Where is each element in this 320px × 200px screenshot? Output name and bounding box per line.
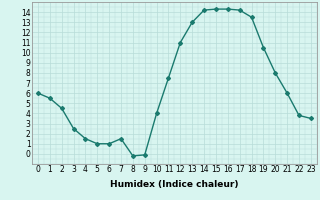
X-axis label: Humidex (Indice chaleur): Humidex (Indice chaleur) xyxy=(110,180,239,189)
